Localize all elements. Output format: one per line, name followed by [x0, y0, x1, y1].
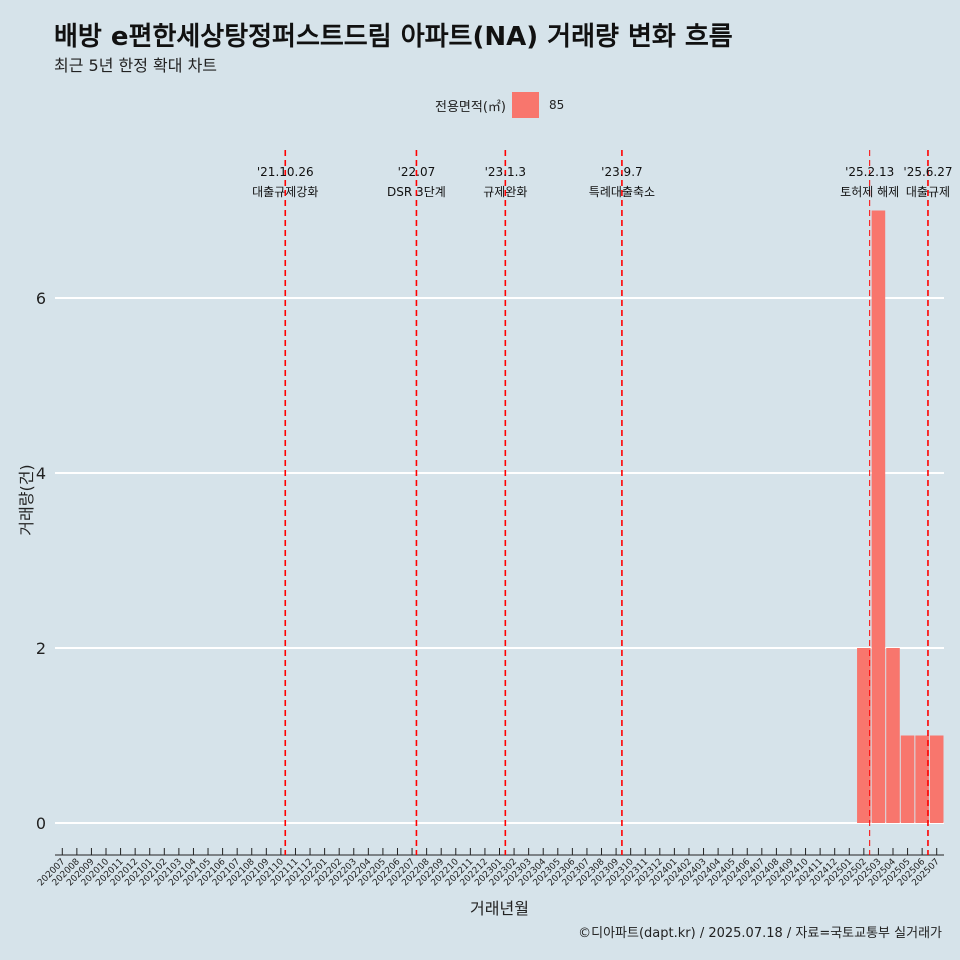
y-axis-title: 거래량(건): [17, 464, 36, 535]
legend-swatch-85: [512, 92, 539, 118]
chart-title: 배방 e편한세상탕정퍼스트드림 아파트(NA) 거래량 변화 흐름: [54, 22, 733, 52]
event-date-label: '23.9.7: [601, 165, 642, 179]
legend-title: 전용면적(㎡): [435, 99, 506, 115]
legend-label-85: 85: [549, 98, 565, 112]
event-date-label: '21.10.26: [257, 165, 314, 179]
bar-202507: [929, 735, 944, 823]
y-tick-label: 6: [36, 289, 46, 308]
bar-202503: [871, 210, 886, 823]
event-date-label: '25.2.13: [845, 165, 894, 179]
event-date-label: '23.1.3: [485, 165, 526, 179]
event-name-label: 대출규제강화: [252, 185, 318, 199]
y-tick-label: 4: [36, 464, 46, 483]
event-name-label: 특례대출축소: [589, 185, 655, 199]
event-name-label: DSR 3단계: [387, 185, 446, 199]
event-name-label: 규제완화: [483, 185, 527, 199]
bar-202502: [857, 648, 871, 823]
event-name-label: 토허제 해제: [840, 185, 899, 199]
event-date-label: '22.07: [398, 165, 436, 179]
chart-subtitle: 최근 5년 한정 확대 차트: [54, 56, 218, 75]
legend: 전용면적(㎡) 85: [0, 92, 960, 118]
bar-202504: [886, 648, 900, 823]
bar-202506: [915, 735, 929, 823]
event-date-label: '25.6.27: [903, 165, 952, 179]
x-axis-title: 거래년월: [470, 899, 529, 918]
event-name-label: 대출규제: [906, 185, 950, 199]
y-tick-label: 0: [36, 814, 46, 833]
source-caption: ©디아파트(dapt.kr) / 2025.07.18 / 자료=국토교통부 실…: [578, 926, 942, 941]
bar-202505: [900, 735, 915, 823]
y-tick-label: 2: [36, 639, 46, 658]
